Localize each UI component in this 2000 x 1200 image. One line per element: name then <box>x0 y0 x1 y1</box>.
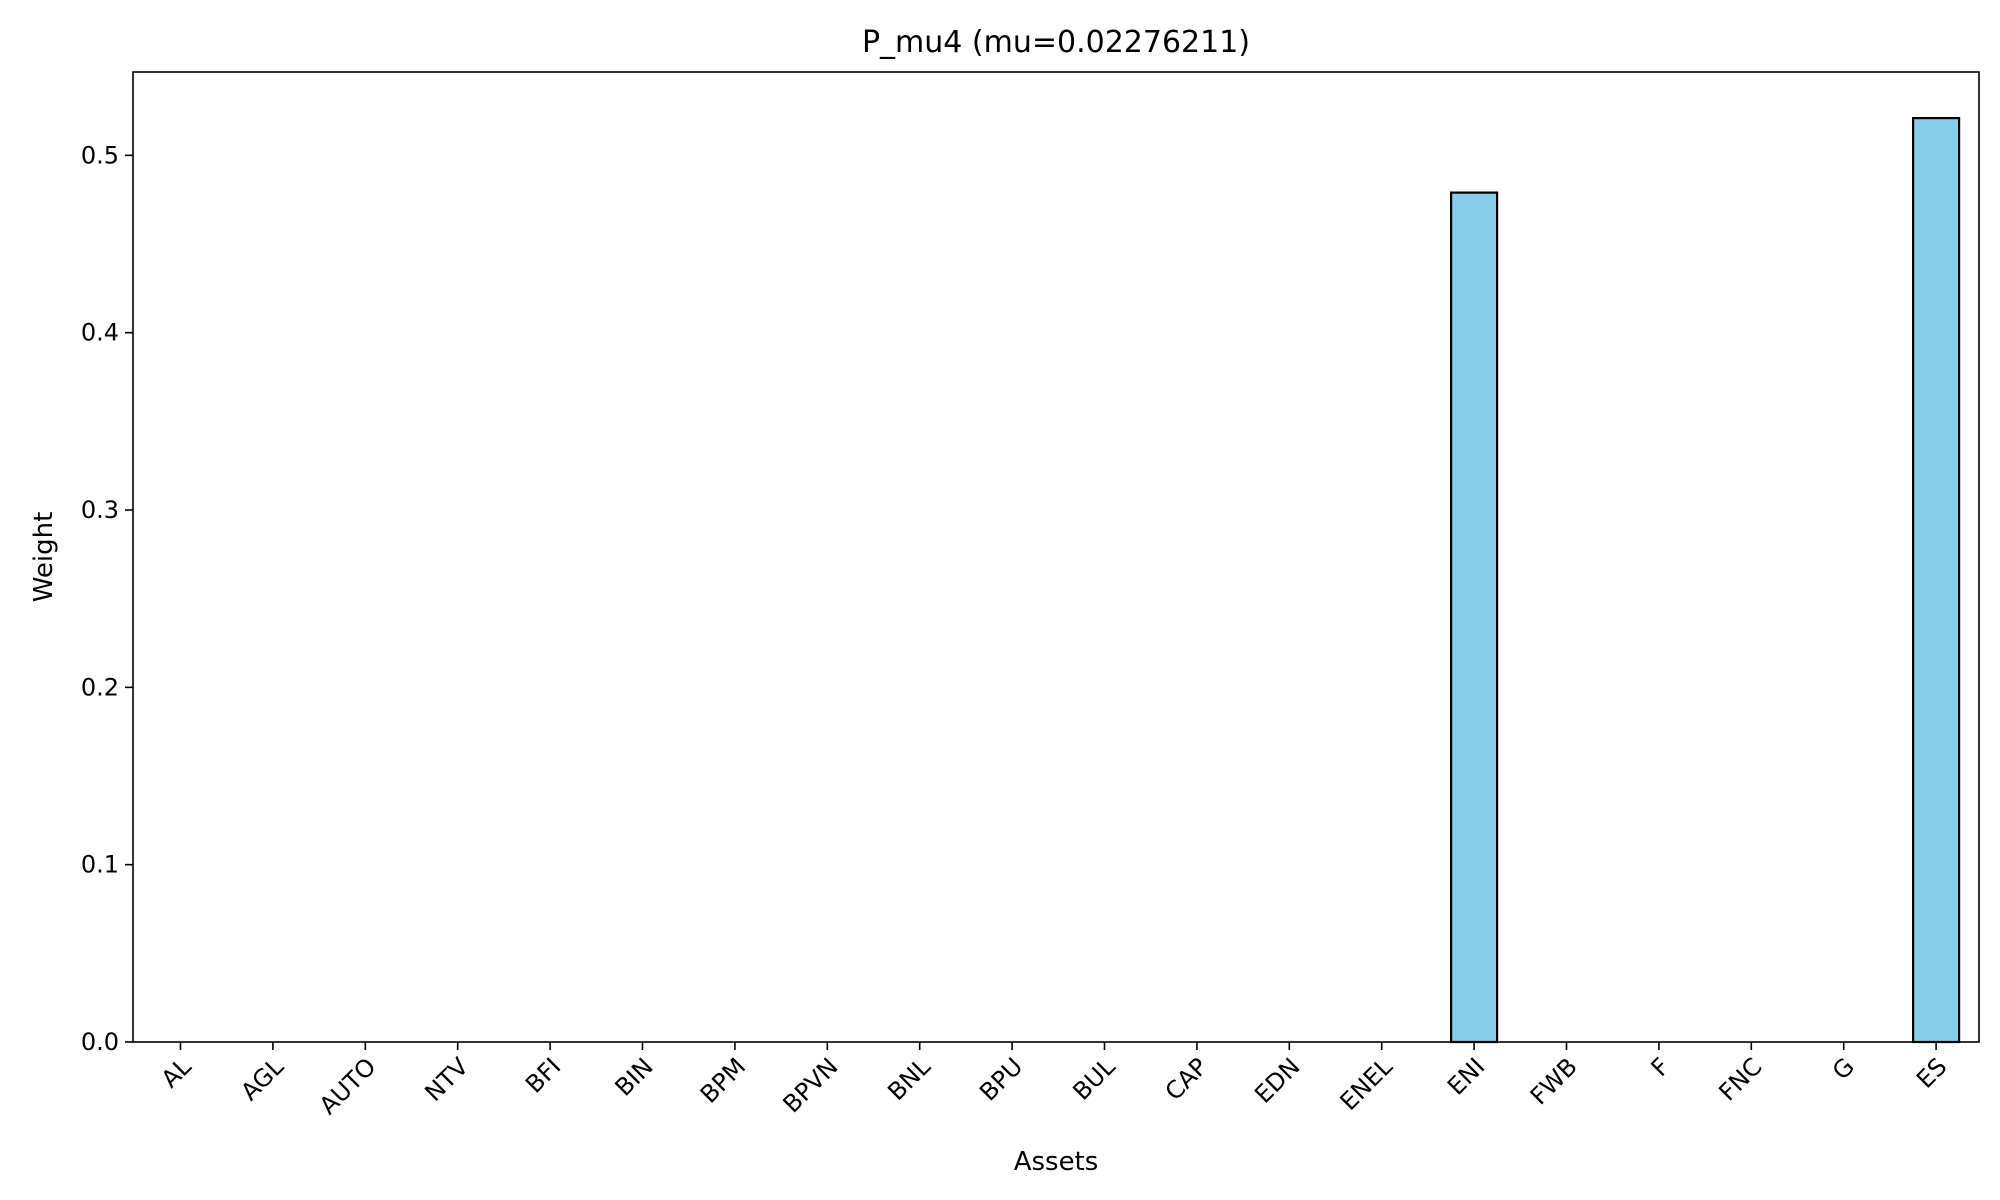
y-tick-label: 0.1 <box>81 851 119 879</box>
x-tick-label: F <box>1646 1052 1676 1082</box>
bars-group <box>1449 116 1961 1044</box>
y-tick-label: 0.4 <box>81 319 119 347</box>
plot-frame <box>132 71 1980 1043</box>
x-tick-label: CAP <box>1160 1052 1213 1105</box>
chart-title: P_mu4 (mu=0.02276211) <box>862 25 1250 60</box>
bar-eni <box>1449 191 1499 1044</box>
x-tick-label: ENI <box>1442 1052 1490 1100</box>
x-tick-label: EDN <box>1249 1052 1305 1108</box>
x-tick-label: BNL <box>882 1052 936 1106</box>
x-tick-label: NTV <box>419 1052 474 1107</box>
y-tick-label: 0.5 <box>81 141 119 169</box>
x-tick-label: ENEL <box>1335 1052 1399 1116</box>
x-tick-label: ES <box>1911 1052 1952 1093</box>
x-tick-label: BUL <box>1067 1052 1121 1106</box>
x-tick-label: BPU <box>974 1052 1028 1106</box>
x-axis-label: Assets <box>1014 1147 1099 1177</box>
x-tick-label: BPM <box>695 1052 751 1108</box>
y-tick-label: 0.2 <box>81 673 119 701</box>
x-tick-label: FNC <box>1713 1052 1767 1106</box>
bar-es <box>1911 116 1961 1044</box>
x-tick-label: BPVN <box>778 1052 844 1118</box>
y-axis-label: Weight <box>29 512 59 603</box>
x-tick-label: G <box>1827 1052 1860 1085</box>
x-tick-label: BFI <box>520 1052 566 1098</box>
y-tick-label: 0.3 <box>81 496 119 524</box>
x-tick-label: AUTO <box>314 1052 382 1120</box>
x-tick-label: AGL <box>235 1052 289 1106</box>
x-tick-label: FWB <box>1525 1052 1583 1110</box>
x-tick-label: AL <box>156 1052 197 1093</box>
y-tick-label: 0.0 <box>81 1028 119 1056</box>
y-ticks-group: 0.0 0.1 0.2 0.3 0.4 0.5 <box>81 141 133 1056</box>
x-ticks-group: AL AGL AUTO NTV BFI BIN BPM BPVN BNL BPU BUL CAP EDN… <box>156 1042 1952 1120</box>
x-tick-label: BIN <box>610 1052 659 1101</box>
